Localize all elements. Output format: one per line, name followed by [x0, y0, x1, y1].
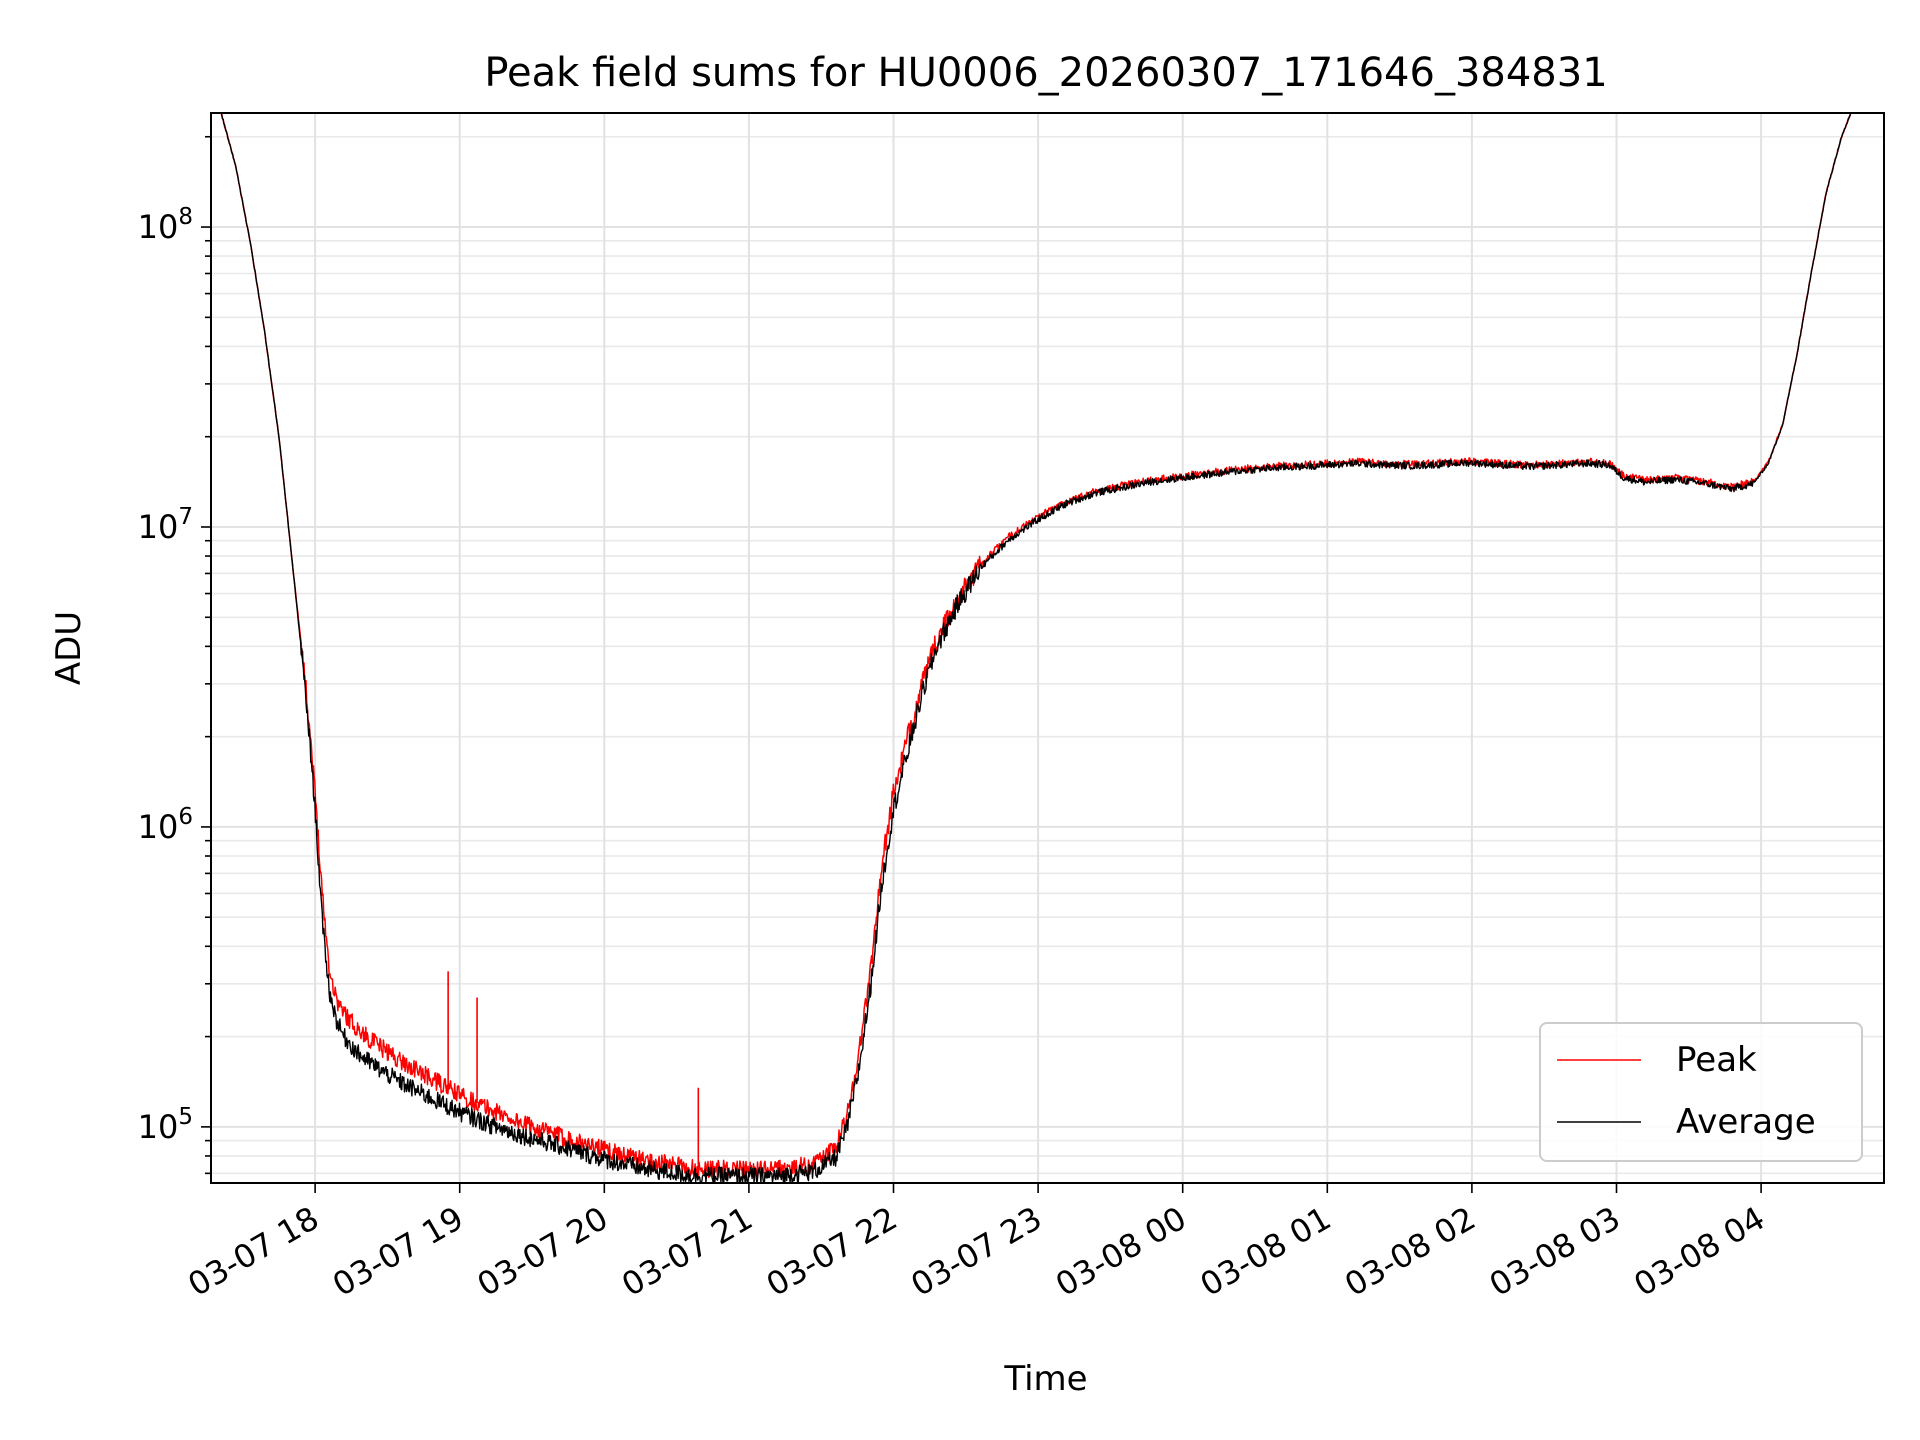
y-tick-base: 10 [138, 808, 179, 846]
y-tick-exponent: 6 [178, 804, 193, 830]
y-tick-exponent: 5 [178, 1104, 193, 1130]
y-tick-label: 106 [138, 804, 193, 846]
y-tick-label: 107 [138, 504, 193, 546]
legend-label-peak: Peak [1676, 1040, 1757, 1080]
legend: Peak Average [1539, 1022, 1863, 1162]
major-gridlines [211, 113, 1884, 1183]
y-tick-exponent: 8 [178, 204, 193, 230]
y-tick-label: 105 [138, 1104, 193, 1146]
chart-title: Peak field sums for HU0006_20260307_1716… [484, 50, 1607, 96]
y-tick-label: 108 [138, 204, 193, 246]
minor-gridlines [211, 135, 1884, 1175]
x-axis-label: Time [1003, 1359, 1087, 1399]
series-line-average [220, 113, 1852, 1183]
y-tick-base: 10 [138, 508, 179, 546]
legend-box [1539, 1022, 1863, 1162]
plot-frame [210, 112, 1885, 1184]
series-layer [220, 113, 1852, 1183]
y-axis-label: ADU [49, 611, 89, 685]
y-tick-base: 10 [138, 1108, 179, 1146]
y-tick-exponent: 7 [178, 504, 193, 530]
legend-label-average: Average [1676, 1102, 1816, 1142]
y-tick-base: 10 [138, 208, 179, 246]
